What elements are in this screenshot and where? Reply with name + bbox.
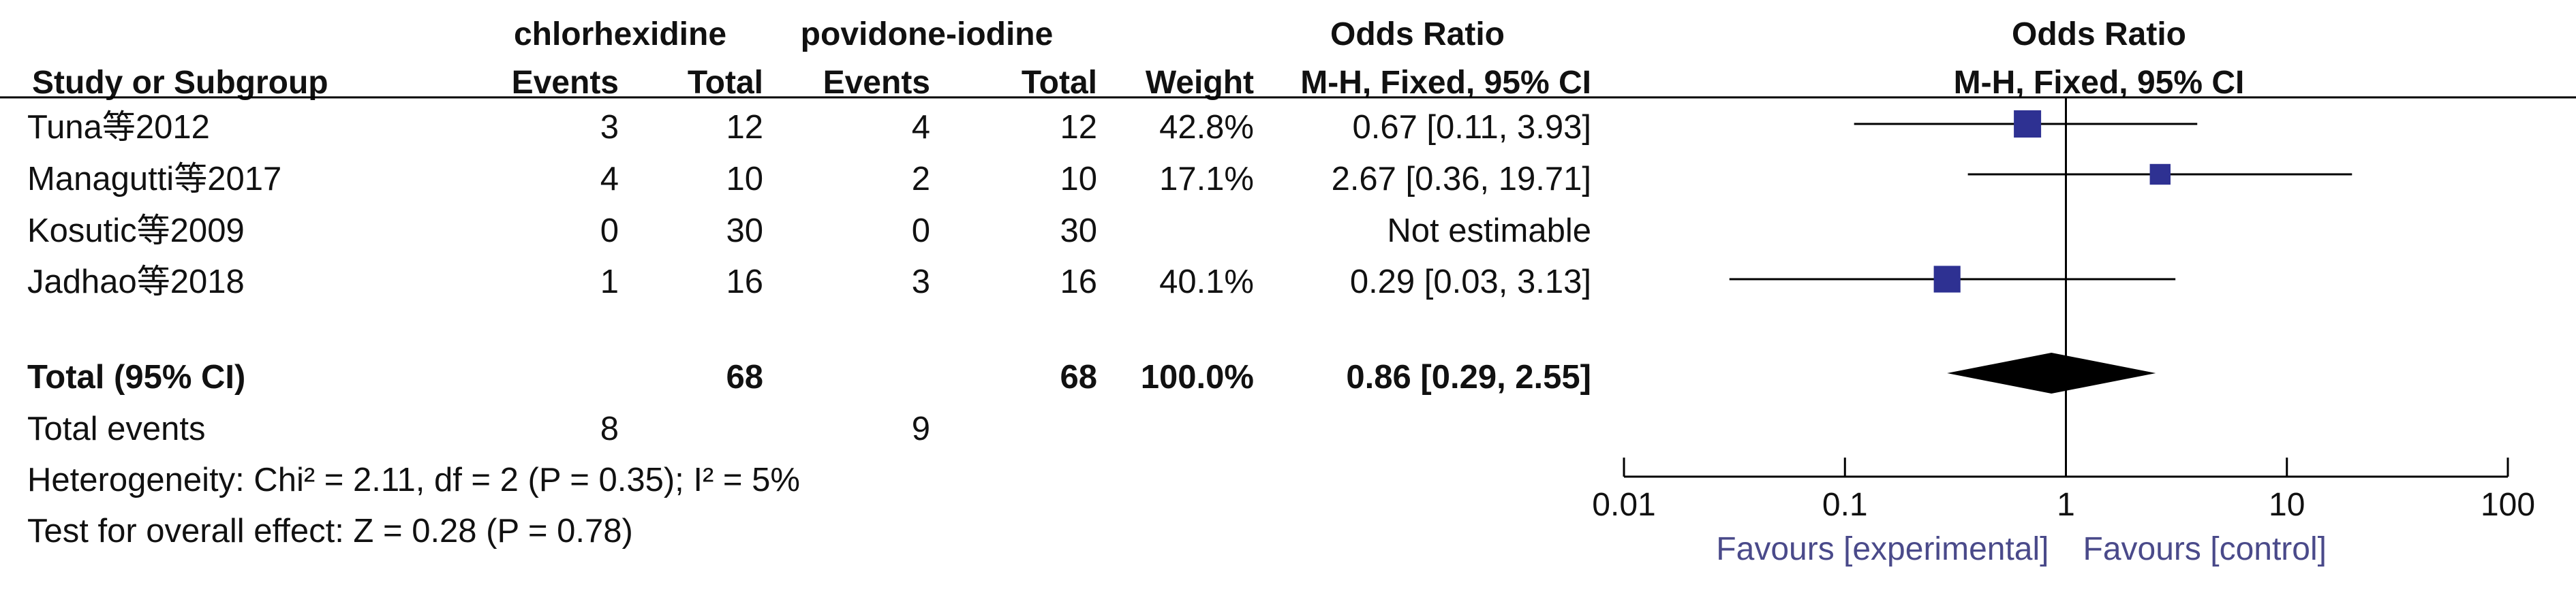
total2-cell: 12 [1060, 109, 1097, 146]
ci-cell: 2.67 [0.36, 19.71] [1331, 161, 1591, 197]
events2-cell: 2 [911, 161, 930, 197]
total1-cell: 12 [726, 109, 763, 146]
ci-cell: 0.29 [0.03, 3.13] [1349, 264, 1591, 300]
heterogeneity-text: Heterogeneity: Chi² = 2.11, df = 2 (P = … [27, 462, 800, 498]
weight-cell: 40.1% [1159, 264, 1254, 300]
or-header: Odds Ratio [1330, 16, 1505, 52]
favours-experimental-label: Favours [experimental] [1716, 531, 2049, 567]
weight-cell: 100.0% [1140, 359, 1254, 396]
study-name: Jadhao等2018 [27, 264, 245, 300]
total1-cell: 10 [726, 161, 763, 197]
group2-header: povidone-iodine [800, 16, 1054, 52]
events2-cell: 4 [911, 109, 930, 146]
events2-cell: 0 [911, 212, 930, 249]
method-header: M-H, Fixed, 95% CI [1300, 65, 1591, 101]
events1-cell: 1 [600, 264, 619, 300]
x-tick-label: 10 [2269, 487, 2305, 523]
events2-cell: 3 [911, 264, 930, 300]
ci-cell: 0.67 [0.11, 3.93] [1352, 109, 1591, 146]
total2-cell: 16 [1060, 264, 1097, 300]
total2-cell: 10 [1060, 161, 1097, 197]
favours-control-label: Favours [control] [2083, 531, 2327, 567]
study-marker [2014, 110, 2042, 138]
ci-cell: 0.86 [0.29, 2.55] [1346, 359, 1591, 396]
study-header: Study or Subgroup [32, 65, 328, 101]
total1-header: Total [687, 65, 763, 101]
ci-cell: Not estimable [1387, 212, 1591, 249]
study-name: Kosutic等2009 [27, 212, 245, 249]
total1-cell: 16 [726, 264, 763, 300]
weight-cell: 42.8% [1159, 109, 1254, 146]
weight-cell: 17.1% [1159, 161, 1254, 197]
pooled-diamond [1947, 353, 2156, 394]
x-tick-label: 0.01 [1592, 487, 1655, 523]
total1-cell: 30 [726, 212, 763, 249]
weight-header: Weight [1145, 65, 1254, 101]
study-marker [2149, 163, 2171, 185]
total2-cell: 30 [1060, 212, 1097, 249]
study-name: Tuna等2012 [27, 109, 210, 146]
x-tick-label: 0.1 [1822, 487, 1868, 523]
plot-method: M-H, Fixed, 95% CI [1953, 65, 2245, 101]
group1-header: chlorhexidine [513, 16, 727, 52]
x-tick-label: 100 [2481, 487, 2535, 523]
plot-title: Odds Ratio [2011, 16, 2186, 52]
total2-header: Total [1021, 65, 1097, 101]
overall-effect-text: Test for overall effect: Z = 0.28 (P = 0… [27, 513, 633, 550]
x-tick-label: 1 [2057, 487, 2075, 523]
events1-cell: 8 [600, 411, 619, 447]
events1-header: Events [511, 65, 619, 101]
study-name: Managutti等2017 [27, 161, 282, 197]
forest-table: chlorhexidine povidone-iodine Odds Ratio… [27, 16, 1591, 550]
events1-cell: 4 [600, 161, 619, 197]
total1-cell: 68 [726, 359, 763, 396]
events2-header: Events [823, 65, 930, 101]
total-events-label: Total events [27, 411, 206, 447]
total-label: Total (95% CI) [27, 359, 246, 396]
events1-cell: 0 [600, 212, 619, 249]
total2-cell: 68 [1060, 359, 1097, 396]
events1-cell: 3 [600, 109, 619, 146]
events2-cell: 9 [911, 411, 930, 447]
study-marker [1933, 266, 1961, 293]
